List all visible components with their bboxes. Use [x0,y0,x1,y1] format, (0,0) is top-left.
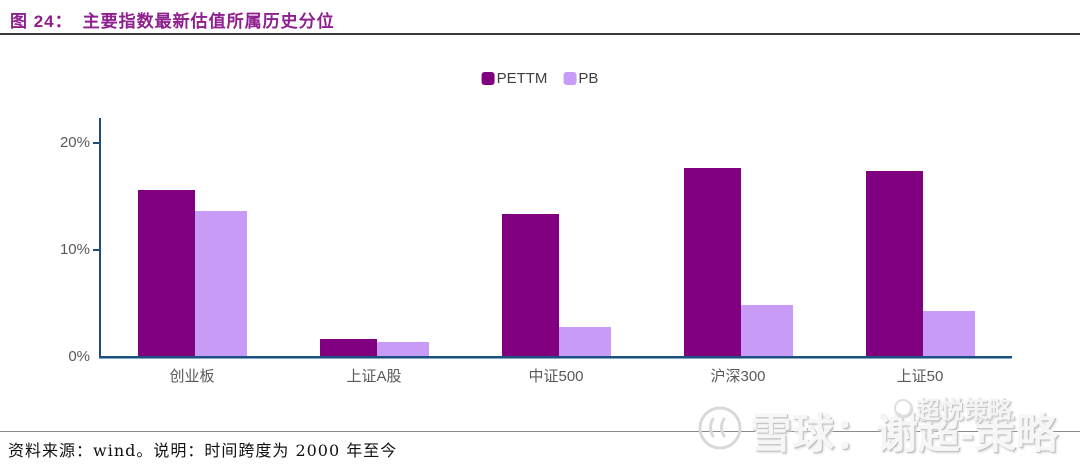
bar-pb-沪深300 [736,305,793,357]
bar-pb-创业板 [190,211,247,357]
bar-pettm-上证A股 [320,339,377,357]
chaoyue-watermark-text: 超悦策略 [916,397,1012,424]
x-axis-category-label: 上证50 [896,368,944,385]
bar-pettm-创业板 [138,190,195,357]
xueqiu-watermark-text: 雪球：谢超-策略 [750,410,1058,457]
legend-label: PETTM [496,70,548,87]
y-axis-tick [93,142,99,144]
bar-pb-上证50 [918,311,975,357]
y-axis-tick-label: 20% [59,134,90,151]
figure-number: 图 24： [10,12,73,31]
y-axis-line [99,118,101,359]
bar-pettm-中证500 [502,214,559,357]
chart-legend: PETTM PB [481,70,598,87]
chaoyue-logo-icon [894,398,912,417]
legend-swatch-icon [563,72,577,85]
x-axis-category-label: 中证500 [528,368,584,385]
x-axis-category-label: 创业板 [169,368,215,385]
footer-divider [0,431,1080,432]
x-axis-line [99,356,1012,358]
y-axis-tick-label: 10% [59,241,90,258]
x-axis-category-label: 沪深300 [710,368,766,385]
chaoyue-watermark: 超悦策略 [894,390,1012,425]
x-axis-line-highlight [99,358,1012,359]
source-note: 资料来源：wind。说明：时间跨度为 2000 年至今 [8,441,398,460]
bar-pettm-沪深300 [684,168,741,357]
y-axis-tick-label: 0% [68,348,90,365]
bar-pb-中证500 [554,327,611,357]
xueqiu-snowball-logo-icon [696,404,744,457]
legend-item-pb: PB [563,70,598,87]
legend-swatch-icon [481,72,495,85]
x-axis-category-label: 上证A股 [346,368,402,385]
figure-title-text: 主要指数最新估值所属历史分位 [82,12,335,31]
legend-item-pettm: PETTM [481,70,548,87]
header-divider [0,33,1080,35]
y-axis-tick [93,249,99,251]
bar-pb-上证A股 [372,342,429,357]
bar-pettm-上证50 [866,171,923,357]
xueqiu-watermark: 雪球：谢超-策略 [696,400,1058,461]
figure-title: 图 24： 主要指数最新估值所属历史分位 [10,7,335,32]
legend-label: PB [578,70,599,87]
